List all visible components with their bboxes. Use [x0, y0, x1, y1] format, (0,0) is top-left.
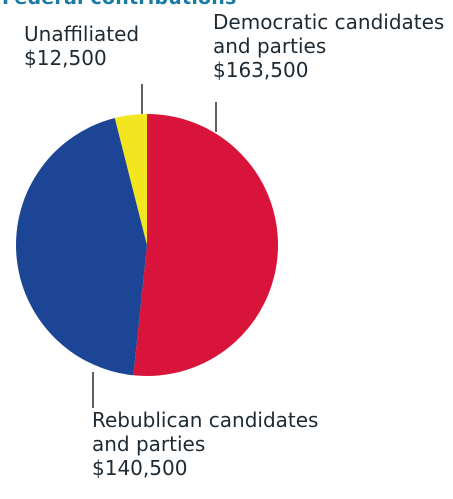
democratic-label-value: $163,500 — [213, 58, 309, 82]
unaffiliated-label-value: $12,500 — [24, 46, 107, 70]
democratic-label-line2: and parties — [213, 34, 327, 58]
republican-label-value: $140,500 — [92, 456, 188, 480]
pie-slice-republican — [16, 118, 147, 376]
pie-slice-democratic — [133, 114, 279, 376]
democratic-label-line1: Democratic candidates — [213, 10, 445, 34]
unaffiliated-label: Unaffiliated $12,500 — [24, 22, 139, 70]
republican-label-line1: Rebublican candidates — [92, 408, 319, 432]
democratic-label: Democratic candidates and parties $163,5… — [213, 10, 444, 82]
unaffiliated-label-name: Unaffiliated — [24, 22, 140, 46]
republican-label: Rebublican candidates and parties $140,5… — [92, 408, 318, 480]
chart-title: Federal contributions — [2, 0, 237, 9]
republican-label-line2: and parties — [92, 432, 206, 456]
pie-slice-unaffiliated — [114, 114, 147, 245]
